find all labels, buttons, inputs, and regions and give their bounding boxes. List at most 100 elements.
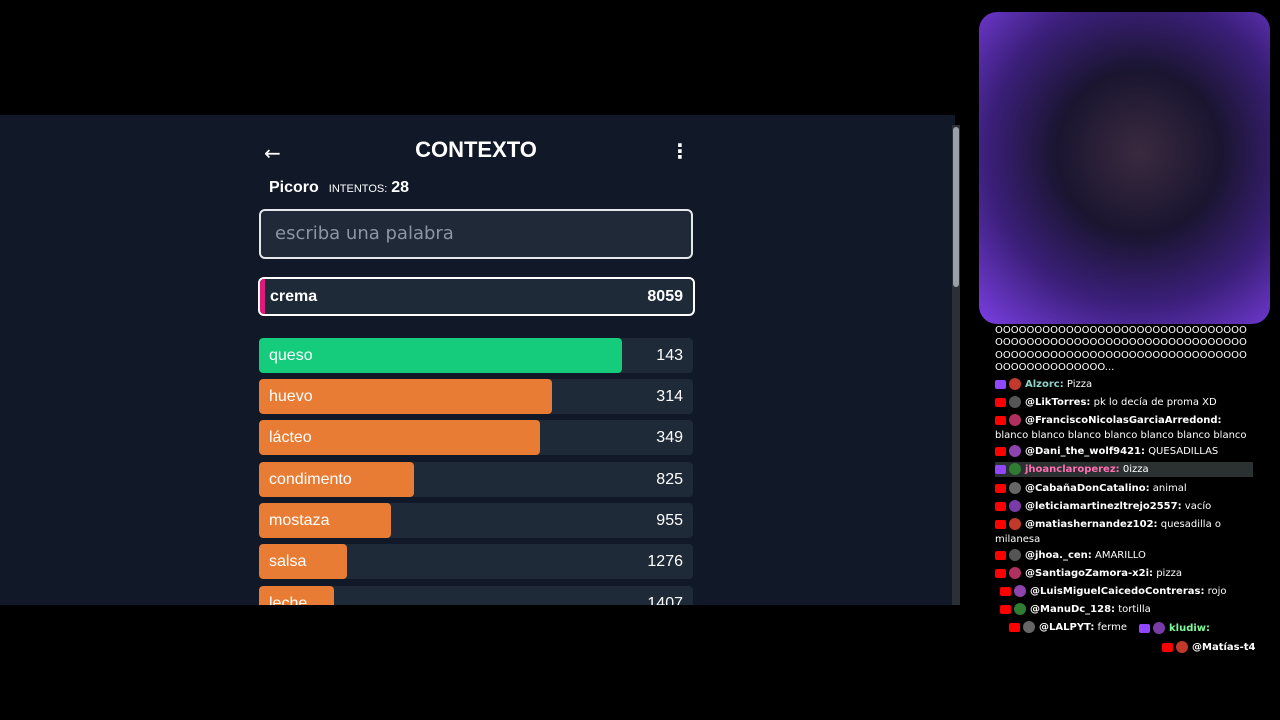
chat-user: Alzorc: [1025, 379, 1064, 390]
word: queso [269, 347, 313, 364]
rank: 955 [656, 512, 683, 529]
chat-message: @CabañaDonCatalino: animal [995, 481, 1253, 496]
game-info: Picoro INTENTOS: 28 [269, 179, 409, 197]
avatar [1009, 396, 1021, 408]
rank: 1276 [647, 553, 683, 570]
chat-user: @LikTorres: [1025, 397, 1091, 408]
chat-user: @Dani_the_wolf9421: [1025, 446, 1145, 457]
last-guess-edge [260, 279, 265, 314]
scroll-thumb[interactable] [953, 127, 959, 287]
avatar [1023, 621, 1035, 633]
chat-message: @LuisMiguelCaicedoContreras: rojo [1000, 584, 1258, 599]
chat-text: Pizza [1066, 379, 1093, 390]
youtube-icon [995, 415, 1006, 425]
guess-row: huevo 314 [259, 379, 693, 414]
twitch-icon [995, 379, 1006, 389]
rank-bar [259, 379, 553, 414]
chat-user: @CabañaDonCatalino: [1025, 483, 1150, 494]
avatar [1009, 482, 1021, 494]
scrollbar[interactable] [952, 125, 960, 605]
youtube-icon [1009, 622, 1020, 632]
guess-row: leche 1407 [259, 586, 693, 605]
chat-text: tortilla [1118, 604, 1151, 615]
rank-bar [259, 503, 391, 538]
twitch-icon [1139, 623, 1150, 633]
chat-user: @LuisMiguelCaicedoContreras: [1030, 586, 1205, 597]
word: lácteo [269, 429, 312, 446]
chat-message: @LALPYT: ferme [1009, 620, 1267, 635]
rank-bar [259, 462, 414, 497]
chat-text: OOOOOOOOOOOOOOOOOOOOOOOOOOOOOOOOOOOOOOOO… [995, 325, 1247, 373]
chat-message: @FranciscoNicolasGarciaArredond: blanco … [995, 413, 1253, 443]
youtube-icon [995, 519, 1006, 529]
rank-bar [259, 420, 540, 455]
rank-bar [259, 544, 348, 579]
rank-bar [259, 586, 334, 605]
attempts: 28 [391, 179, 410, 196]
youtube-icon [995, 550, 1006, 560]
back-button[interactable]: ← [264, 141, 281, 165]
rank-bar [259, 338, 622, 373]
rank: 1407 [647, 595, 683, 605]
avatar [1014, 603, 1026, 615]
chat-message: kludiw: [1139, 621, 1280, 636]
chat-message: @Dani_the_wolf9421: QUESADILLAS [995, 444, 1253, 459]
chat-user: @matiashernandez102: [1025, 519, 1158, 530]
chat-text: vacío [1184, 501, 1212, 512]
youtube-icon [995, 397, 1006, 407]
chat-text: ferme [1097, 622, 1128, 633]
chat-user: kludiw: [1169, 623, 1211, 634]
avatar [1014, 585, 1026, 597]
youtube-icon [995, 568, 1006, 578]
chat-user: @ManuDc_128: [1030, 604, 1116, 615]
avatar [1009, 378, 1021, 390]
twitch-icon [995, 464, 1006, 474]
avatar [1009, 445, 1021, 457]
game-name: Picoro [269, 179, 319, 196]
guess-row: lácteo 349 [259, 420, 693, 455]
rank: 8059 [647, 288, 683, 305]
rank: 314 [656, 388, 683, 405]
chat-message: @Matías-t4 [1162, 640, 1280, 655]
chat-text: QUESADILLAS [1148, 446, 1219, 457]
chat-message: Alzorc: Pizza [995, 377, 1253, 392]
avatar [1009, 549, 1021, 561]
avatar [1153, 622, 1165, 634]
chat-user: @jhoa._cen: [1025, 550, 1092, 561]
chat-text: blanco blanco blanco blanco blanco blanc… [995, 430, 1247, 441]
menu-button[interactable]: ⋮ [670, 139, 690, 163]
chat-message: OOOOOOOOOOOOOOOOOOOOOOOOOOOOOOOOOOOOOOOO… [995, 325, 1253, 374]
youtube-icon [1000, 604, 1011, 614]
word-input[interactable]: escriba una palabra [259, 209, 693, 259]
youtube-icon [995, 483, 1006, 493]
chat-user: jhoanclaroperez: [1025, 464, 1120, 475]
chat-message: @LikTorres: pk lo decía de proma XD [995, 395, 1253, 410]
attempts-label: INTENTOS: [328, 183, 388, 195]
word: salsa [269, 553, 307, 570]
game-panel: ← CONTEXTO ⋮ Picoro INTENTOS: 28 escriba u… [0, 115, 955, 605]
youtube-icon [995, 501, 1006, 511]
rank: 143 [656, 347, 683, 364]
last-guess: crema 8059 [258, 277, 695, 316]
guess-row: queso 143 [259, 338, 693, 373]
avatar [1176, 641, 1188, 653]
word: crema [270, 288, 318, 305]
chat-text: quesadilla o milanesa [995, 519, 1222, 545]
chat-user: @leticiamartinezltrejo2557: [1025, 501, 1182, 512]
chat-text: AMARILLO [1094, 550, 1146, 561]
avatar [1009, 463, 1021, 475]
chat-message: jhoanclaroperez: 0izza [995, 462, 1253, 477]
title: CONTEXTO [415, 137, 537, 162]
youtube-icon [1000, 586, 1011, 596]
chat-user: @FranciscoNicolasGarciaArredond: [1025, 415, 1222, 426]
avatar [1009, 500, 1021, 512]
rank: 825 [656, 471, 683, 488]
chat-message: @matiashernandez102: quesadilla o milane… [995, 517, 1253, 547]
rank: 349 [656, 429, 683, 446]
chat-user: @LALPYT: [1039, 622, 1095, 633]
guess-row: salsa 1276 [259, 544, 693, 579]
avatar [1009, 518, 1021, 530]
chat-text: rojo [1207, 586, 1227, 597]
chat-message: @leticiamartinezltrejo2557: vacío [995, 499, 1253, 514]
